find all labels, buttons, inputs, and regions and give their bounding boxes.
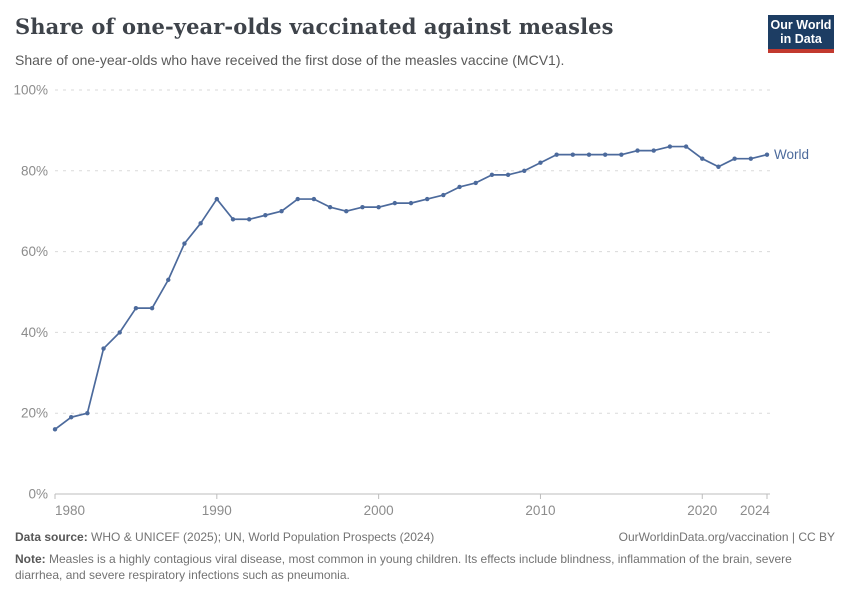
data-point-1994 bbox=[279, 209, 284, 214]
y-tick-label-100: 100% bbox=[13, 83, 48, 98]
data-point-2006 bbox=[473, 180, 478, 186]
page-title: Share of one-year-olds vaccinated agains… bbox=[15, 14, 614, 39]
data-point-1999 bbox=[360, 204, 365, 210]
data-point-1988 bbox=[182, 241, 187, 246]
data-point-2012 bbox=[570, 152, 576, 157]
x-tick-label-2020: 2020 bbox=[687, 503, 717, 518]
x-tick-label-1980: 1980 bbox=[55, 503, 85, 518]
y-tick-label-60: 60% bbox=[21, 244, 48, 259]
data-point-1991 bbox=[230, 217, 236, 222]
chart-subtitle: Share of one-year-olds who have received… bbox=[15, 52, 565, 68]
data-point-2003 bbox=[424, 196, 430, 202]
x-tick-label-2000: 2000 bbox=[364, 503, 394, 518]
data-point-2000 bbox=[376, 204, 381, 210]
data-point-1998 bbox=[344, 209, 349, 214]
data-point-2014 bbox=[602, 152, 608, 157]
data-point-1990 bbox=[214, 196, 220, 202]
data-point-1984 bbox=[117, 330, 122, 335]
data-source-label: Data source: bbox=[15, 530, 88, 544]
data-point-2019 bbox=[683, 144, 689, 149]
data-point-1983 bbox=[101, 346, 106, 351]
data-point-2007 bbox=[489, 172, 495, 178]
chart-footer: Data source: WHO & UNICEF (2025); UN, Wo… bbox=[15, 529, 835, 583]
data-point-2021 bbox=[716, 164, 721, 169]
owid-logo-line2: in Data bbox=[780, 32, 822, 46]
note-text: Measles is a highly contagious viral dis… bbox=[15, 552, 792, 582]
data-point-2017 bbox=[651, 148, 656, 153]
data-point-2004 bbox=[441, 192, 446, 198]
data-point-2008 bbox=[505, 172, 511, 178]
data-point-2022 bbox=[732, 156, 737, 161]
data-point-2011 bbox=[554, 152, 559, 157]
data-source: Data source: WHO & UNICEF (2025); UN, Wo… bbox=[15, 529, 434, 545]
owid-logo[interactable]: Our World in Data bbox=[768, 15, 834, 53]
data-point-2018 bbox=[667, 144, 673, 149]
owid-logo-line1: Our World bbox=[770, 18, 832, 32]
data-point-1996 bbox=[311, 196, 317, 202]
data-point-2020 bbox=[700, 156, 705, 161]
data-point-2002 bbox=[408, 200, 414, 206]
data-point-2013 bbox=[586, 152, 592, 157]
note-label: Note: bbox=[15, 552, 46, 566]
data-point-2010 bbox=[538, 160, 543, 165]
y-tick-label-20: 20% bbox=[21, 406, 48, 421]
series-end-label: World bbox=[774, 147, 809, 162]
data-point-2009 bbox=[522, 168, 527, 173]
data-point-1997 bbox=[327, 204, 333, 210]
data-point-2005 bbox=[457, 184, 462, 190]
license-link[interactable]: OurWorldinData.org/vaccination | CC BY bbox=[618, 530, 835, 544]
data-source-text: WHO & UNICEF (2025); UN, World Populatio… bbox=[87, 530, 435, 544]
chart-note: Note: Measles is a highly contagious vir… bbox=[15, 551, 835, 583]
data-point-1982 bbox=[85, 411, 90, 416]
data-point-2023 bbox=[748, 156, 754, 161]
x-tick-label-2024: 2024 bbox=[740, 503, 771, 518]
data-point-1981 bbox=[68, 415, 74, 420]
x-tick-label-1990: 1990 bbox=[202, 503, 232, 518]
x-tick-label-2010: 2010 bbox=[525, 503, 555, 518]
data-point-2015 bbox=[619, 152, 624, 157]
data-point-2024 bbox=[764, 152, 770, 157]
data-point-1985 bbox=[133, 305, 139, 311]
data-point-1993 bbox=[263, 213, 268, 218]
y-tick-label-80: 80% bbox=[21, 163, 48, 178]
world-line bbox=[54, 145, 768, 431]
y-tick-label-40: 40% bbox=[21, 325, 48, 340]
data-point-1987 bbox=[166, 277, 171, 283]
data-point-1986 bbox=[149, 305, 155, 311]
data-point-2001 bbox=[392, 200, 398, 206]
data-point-2016 bbox=[635, 148, 640, 153]
y-tick-label-0: 0% bbox=[28, 487, 48, 502]
data-point-1995 bbox=[295, 196, 300, 202]
data-point-1989 bbox=[198, 221, 203, 226]
data-point-1980 bbox=[52, 427, 58, 432]
data-point-1992 bbox=[246, 217, 252, 222]
